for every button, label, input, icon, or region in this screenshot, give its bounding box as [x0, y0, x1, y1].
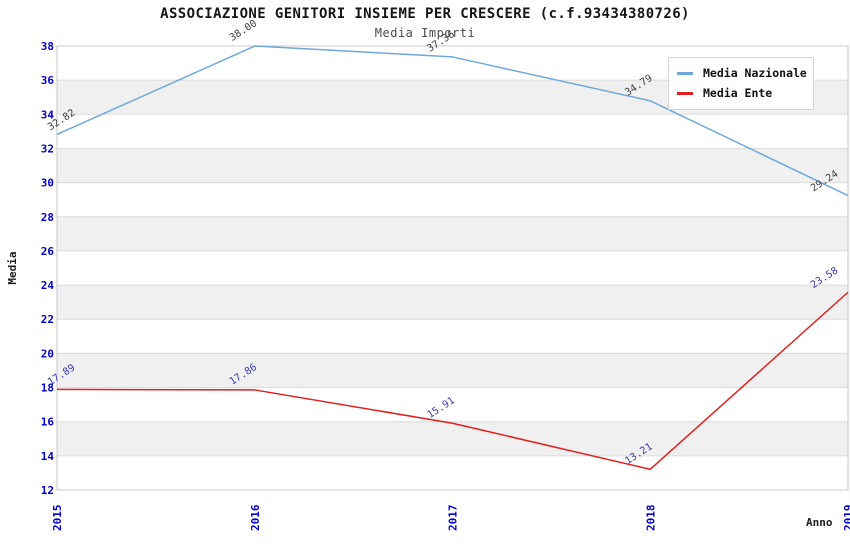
x-axis-title: Anno: [806, 516, 833, 529]
series-line-media-nazionale: [56, 45, 849, 197]
legend-label-nazionale: Media Nazionale: [703, 66, 807, 80]
plot-bands: [57, 80, 848, 456]
y-axis-title: Media: [6, 251, 19, 284]
y-tick-label: 18: [41, 382, 54, 395]
y-tick-label: 12: [41, 484, 54, 497]
y-tick-label: 28: [41, 211, 54, 224]
y-tick-label: 36: [41, 74, 55, 87]
plot-border: [56, 45, 849, 491]
legend-label-ente: Media Ente: [703, 86, 773, 100]
point-label: 37.36: [426, 29, 457, 55]
legend-swatch-nazionale-icon: [677, 71, 693, 75]
x-tick-label: 2019: [842, 505, 850, 532]
x-tick-label: 2017: [447, 505, 460, 532]
x-axis-ticks: 2015 2016 2017 2018 2019: [51, 504, 850, 531]
y-tick-label: 32: [41, 142, 54, 155]
x-tick-label: 2018: [644, 505, 657, 532]
legend-item-media-ente: Media Ente: [677, 83, 805, 103]
chart-title: ASSOCIAZIONE GENITORI INSIEME PER CRESCE…: [160, 6, 690, 22]
y-tick-label: 26: [41, 245, 55, 258]
y-tick-label: 14: [41, 450, 55, 463]
chart-subtitle: Media Importi: [374, 26, 476, 40]
y-tick-label: 22: [41, 313, 54, 326]
y-tick-label: 30: [41, 177, 54, 190]
series-line-media-ente: [56, 291, 849, 471]
legend-item-media-nazionale: Media Nazionale: [677, 63, 807, 83]
legend-swatch-ente-icon: [677, 91, 693, 95]
point-label: 15.91: [426, 395, 457, 421]
y-tick-label: 24: [41, 279, 55, 292]
y-tick-label: 38: [41, 40, 54, 53]
y-axis-ticks: 12 14 16 18 20 22 24 26 28 30 32 34 36 38: [41, 40, 55, 497]
x-tick-label: 2016: [249, 504, 262, 531]
y-tick-label: 16: [41, 416, 55, 429]
x-tick-label: 2015: [51, 505, 64, 532]
chart-legend: Media Nazionale Media Ente: [668, 57, 814, 110]
point-label: 38.00: [228, 18, 259, 44]
y-tick-label: 20: [41, 347, 54, 360]
y-tick-label: 34: [41, 108, 55, 121]
